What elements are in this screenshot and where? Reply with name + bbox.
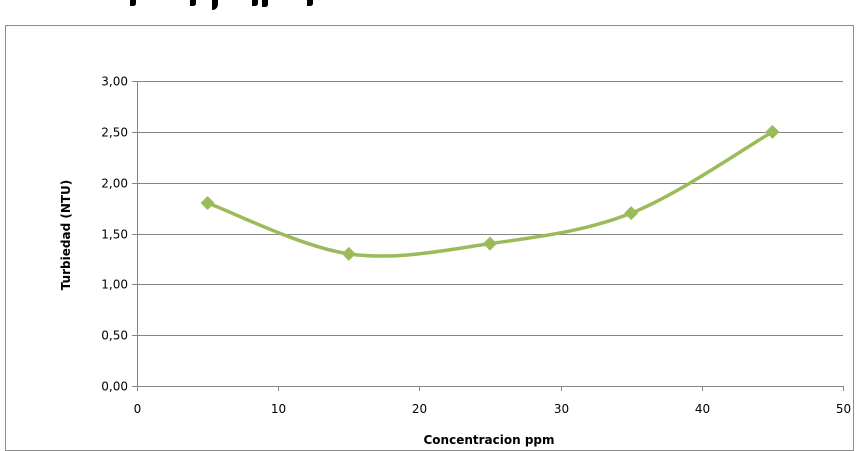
x-tick-label: 20: [412, 402, 427, 416]
x-tick-label: 50: [836, 402, 851, 416]
x-tick-label: 10: [271, 402, 286, 416]
x-axis-title: Concentracion ppm: [423, 433, 554, 447]
y-axis-title: Turbiedad (NTU): [59, 180, 73, 291]
data-point-marker: [200, 196, 215, 210]
y-tick-label: 3,00: [101, 75, 128, 89]
x-tick-labels: 0 10 20 30 40 50: [134, 402, 851, 416]
x-tick-label: 30: [554, 402, 569, 416]
data-point-marker: [483, 236, 497, 251]
x-tick-label: 0: [134, 402, 142, 416]
data-point-marker: [624, 206, 639, 221]
cut-off-title-fragment: [130, 0, 313, 10]
data-point-marker: [341, 246, 356, 261]
y-tick-label: 1,50: [101, 228, 128, 242]
y-tick-label: 0,50: [101, 329, 128, 343]
y-tick-label: 1,00: [101, 278, 128, 292]
title-cover: [0, 0, 859, 25]
x-tick-label: 40: [695, 402, 710, 416]
gridlines: [137, 81, 843, 336]
chart-area-border: [5, 25, 854, 451]
y-tick-label: 0,00: [101, 380, 128, 394]
y-tick-label: 2,50: [101, 126, 128, 140]
y-tick-label: 2,00: [101, 177, 128, 191]
series-layer: [200, 124, 780, 261]
axes: [132, 81, 844, 391]
data-point-marker: [765, 124, 780, 139]
y-tick-labels: 0,00 0,50 1,00 1,50 2,00 2,50 3,00: [101, 75, 128, 394]
